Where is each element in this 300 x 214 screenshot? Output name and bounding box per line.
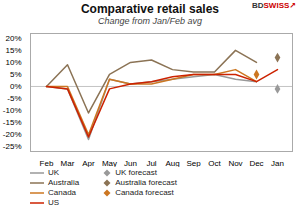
svg-text:Jul: Jul (146, 159, 156, 167)
html-text:Canada forecast: Canada forecast (115, 188, 174, 197)
svg-text:Jan: Jan (271, 159, 284, 167)
svg-text:-25%: -25% (3, 142, 22, 151)
svg-text:15%: 15% (5, 46, 21, 55)
svg-text:-20%: -20% (3, 130, 22, 139)
html-text:Comparative retail sales: Comparative retail sales (81, 2, 219, 16)
svg-text:Oct: Oct (208, 159, 221, 167)
html-text:US: US (48, 198, 60, 207)
html-text:BD SWISS ↗: BD SWISS ↗ (252, 1, 296, 10)
html-text:Australia forecast: Australia forecast (115, 178, 177, 187)
svg-text:-5%: -5% (7, 94, 21, 103)
svg-text:Dec: Dec (249, 159, 263, 167)
svg-text:10%: 10% (5, 58, 21, 67)
html-text:Change from Jan/Feb avg: Change from Jan/Feb avg (98, 16, 202, 26)
svg-text:Mar: Mar (61, 159, 75, 167)
svg-text:Nov: Nov (228, 159, 242, 167)
svg-text:May: May (102, 159, 117, 167)
html-text:UK forecast: UK forecast (115, 168, 157, 177)
svg-text:-10%: -10% (3, 106, 22, 115)
html-text:Australia: Australia (48, 178, 80, 187)
svg-text:-15%: -15% (3, 118, 22, 127)
svg-text:5%: 5% (10, 70, 22, 79)
svg-text:Aug: Aug (165, 159, 179, 167)
html-text:Canada: Canada (48, 188, 76, 197)
svg-text:Apr: Apr (82, 159, 95, 167)
svg-text:0%: 0% (10, 82, 22, 91)
html-text:UK: UK (48, 168, 60, 177)
svg-text:20%: 20% (5, 34, 21, 43)
svg-text:Jun: Jun (124, 159, 137, 167)
svg-text:Feb: Feb (40, 159, 54, 167)
svg-text:Sep: Sep (186, 159, 201, 167)
